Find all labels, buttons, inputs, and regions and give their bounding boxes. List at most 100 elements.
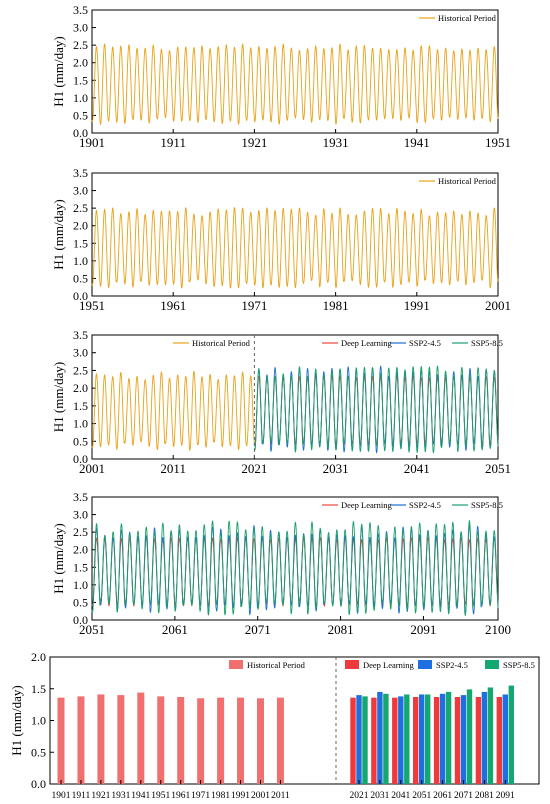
legend-label: Historical Period [438, 13, 497, 23]
bar-deep-learning-2061 [433, 697, 440, 784]
y-tick-label: 0.0 [73, 289, 88, 303]
bar-ssp5-8-5-2071 [466, 689, 473, 784]
y-tick-label: 1.5 [73, 73, 88, 87]
x-tick-label: 2071 [245, 622, 271, 637]
x-tick-label: 1941 [404, 135, 430, 150]
x-tick-label: 2051 [79, 622, 105, 637]
y-axis-label: H1 (mm/day) [51, 36, 66, 106]
x-tick-label: 1951 [151, 791, 170, 801]
y-tick-label: 2.0 [73, 219, 88, 233]
legend-label: SSP2-4.5 [436, 660, 468, 670]
y-tick-label: 0.5 [73, 108, 88, 122]
legend-label: Deep Learning [363, 660, 414, 670]
series-line-historical-period [91, 370, 255, 451]
bar-ssp2-4-5-2061 [439, 693, 446, 784]
bar-historical-1911 [77, 696, 85, 784]
y-tick-label: 1.5 [73, 236, 88, 250]
y-tick-label: 2.0 [73, 56, 88, 70]
x-tick-label: 1961 [160, 298, 186, 313]
y-tick-label: 1.0 [73, 417, 88, 431]
x-tick-label: 2011 [271, 791, 290, 801]
x-tick-label: 2051 [412, 791, 431, 801]
bar-historical-1961 [177, 697, 185, 784]
series-line-historical-period [91, 207, 499, 289]
bar-ssp2-4-5-2031 [377, 691, 383, 784]
line-chart-panel-2: 0.0 0.5 1.0 1.5 2.0 2.5 3.0 3.5 H1 (mm/day) 1951 1… [51, 166, 511, 313]
y-tick-label: 3.5 [73, 490, 88, 504]
bar-chart-panel: 0.00.51.01.52.0H1 (mm/day)1901 1911 1921 19… [9, 650, 540, 801]
line-chart-panel-3: 0.0 0.5 1.0 1.5 2.0 2.5 3.0 3.5 H1 (mm/day) 2001 2… [51, 328, 511, 476]
x-tick-label: 2051 [485, 461, 511, 476]
x-tick-label: 2001 [485, 298, 511, 313]
y-tick-label: 3.5 [73, 328, 88, 342]
y-axis-label: H1 (mm/day) [9, 685, 24, 755]
y-tick-label: 3.5 [73, 166, 88, 180]
series-line-ssp5-8-5 [253, 365, 499, 454]
x-tick-label: 1911 [72, 791, 91, 801]
bar-ssp2-4-5-2071 [460, 695, 467, 784]
x-tick-label: 2061 [162, 622, 188, 637]
y-tick-label: 3.0 [73, 508, 88, 522]
bar-deep-learning-2091 [496, 697, 502, 784]
y-axis-label: H1 (mm/day) [51, 199, 66, 269]
y-tick-label: 2.5 [73, 201, 88, 215]
x-tick-label: 1901 [79, 135, 105, 150]
bar-deep-learning-2051 [413, 697, 419, 784]
legend-label: Deep Learning [341, 338, 392, 348]
legend-swatch [345, 660, 359, 669]
bar-historical-1941 [137, 692, 145, 784]
y-tick-label: 2.0 [31, 650, 46, 664]
y-tick-label: 0.5 [73, 595, 88, 609]
y-tick-label: 1.5 [73, 399, 88, 413]
y-tick-label: 3.0 [73, 184, 88, 198]
x-tick-label: 2031 [370, 791, 389, 801]
x-tick-label: 2081 [328, 622, 354, 637]
x-tick-label: 2041 [404, 461, 430, 476]
y-tick-label: 1.0 [31, 714, 46, 728]
legend-label: SSP2-4.5 [409, 338, 441, 348]
legend-swatch [229, 660, 243, 669]
legend-label: Historical Period [192, 338, 251, 348]
x-tick-label: 1971 [191, 791, 210, 801]
legend-label: SSP5-8.5 [503, 660, 535, 670]
x-tick-label: 1981 [211, 791, 230, 801]
y-tick-label: 2.5 [73, 525, 88, 539]
bar-historical-2001 [257, 698, 264, 784]
x-tick-label: 1951 [485, 135, 511, 150]
y-tick-label: 0.5 [73, 434, 88, 448]
bar-ssp5-8-5-2031 [383, 693, 389, 784]
bar-deep-learning-2081 [475, 697, 482, 784]
legend-label: SSP5-8.5 [471, 500, 503, 510]
x-tick-label: 2091 [496, 791, 515, 801]
y-tick-label: 0.5 [31, 745, 46, 759]
y-tick-label: 2.0 [73, 381, 88, 395]
bar-ssp5-8-5-2021 [362, 696, 368, 784]
x-tick-label: 1991 [231, 791, 250, 801]
x-tick-label: 1931 [111, 791, 130, 801]
bar-ssp2-4-5-2041 [398, 696, 404, 784]
x-tick-label: 1981 [323, 298, 349, 313]
x-tick-label: 1951 [79, 298, 105, 313]
y-tick-label: 0.0 [73, 613, 88, 627]
y-tick-label: 3.0 [73, 346, 88, 360]
bar-historical-1931 [117, 695, 125, 784]
legend-swatch [418, 660, 432, 669]
bar-deep-learning-2031 [371, 697, 377, 784]
bar-historical-1981 [217, 697, 225, 784]
legend-swatch [485, 660, 499, 669]
series-line-deep-learning [253, 375, 499, 446]
x-tick-label: 1941 [131, 791, 150, 801]
x-tick-label: 1911 [160, 135, 186, 150]
bar-ssp2-4-5-2051 [419, 694, 425, 784]
y-axis-label: H1 (mm/day) [51, 362, 66, 432]
bar-ssp2-4-5-2081 [481, 691, 488, 784]
bar-deep-learning-2071 [454, 697, 461, 784]
x-tick-label: 2071 [454, 791, 473, 801]
y-tick-label: 0.5 [73, 271, 88, 285]
y-tick-label: 2.5 [73, 38, 88, 52]
y-tick-label: 2.0 [73, 543, 88, 557]
y-tick-label: 3.0 [73, 21, 88, 35]
x-tick-label: 1971 [241, 298, 267, 313]
bar-ssp5-8-5-2091 [508, 685, 514, 784]
